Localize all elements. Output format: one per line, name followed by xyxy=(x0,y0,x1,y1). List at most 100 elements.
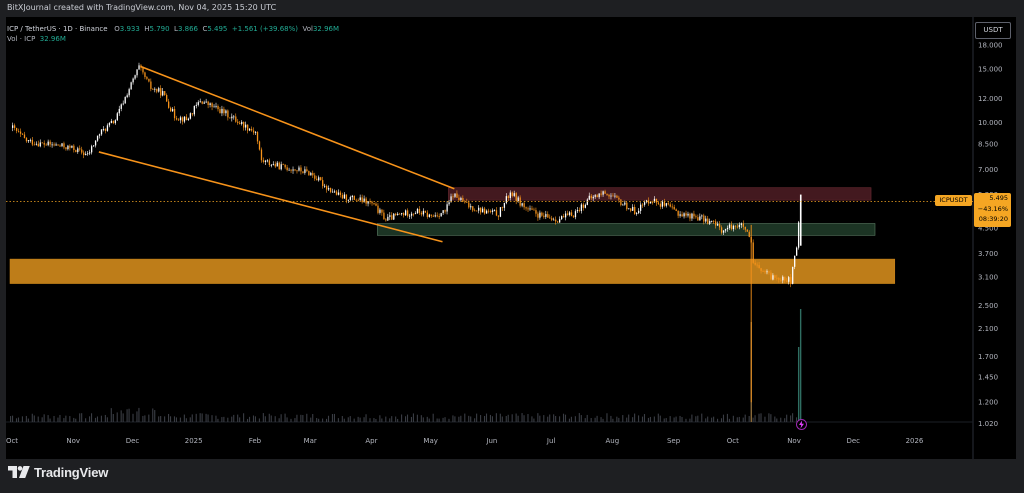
volume-bar xyxy=(379,415,381,422)
candle-body xyxy=(126,95,128,98)
y-tick-label: 8.500 xyxy=(978,140,998,148)
currency-button[interactable]: USDT xyxy=(975,22,1011,39)
candle-body xyxy=(458,197,460,201)
candle-body xyxy=(410,213,413,216)
volume-bar xyxy=(452,415,454,422)
candle-body xyxy=(438,216,440,218)
candle-body xyxy=(284,164,286,168)
candle-body xyxy=(391,215,393,220)
volume-series-label: Vol · ICP xyxy=(7,35,36,43)
volume-bar xyxy=(391,416,393,422)
candle-body xyxy=(213,106,215,108)
candle-body xyxy=(521,203,523,206)
volume-bar xyxy=(701,413,703,422)
candle-body xyxy=(555,219,557,222)
candle-body xyxy=(373,203,375,205)
volume-bar xyxy=(59,414,61,422)
candle-body xyxy=(551,218,553,220)
volume-bar xyxy=(501,416,503,422)
volume-bar xyxy=(25,415,27,422)
last-price: 5.495 xyxy=(989,194,1008,202)
candle-body xyxy=(568,212,571,215)
volume-bar xyxy=(562,413,565,422)
volume-bar xyxy=(325,418,328,422)
candle-body xyxy=(345,194,348,201)
candle-body xyxy=(764,271,766,273)
candle-body xyxy=(248,128,251,131)
volume-bar xyxy=(49,418,51,422)
y-tick-label: 1.200 xyxy=(978,399,998,407)
x-tick-label: Nov xyxy=(787,437,801,445)
volume-bar xyxy=(539,415,541,422)
volume-bar xyxy=(237,414,239,422)
tradingview-wordmark: TradingView xyxy=(34,464,109,480)
volume-bar xyxy=(480,415,482,422)
volume-bar xyxy=(73,417,75,422)
volume-bar xyxy=(570,416,572,422)
candle-body xyxy=(533,209,535,211)
volume-series-value: 32.96M xyxy=(39,35,66,43)
volume-bar xyxy=(792,413,794,422)
candle-body xyxy=(440,213,442,217)
chart-frame[interactable]: 18.00015.00012.00010.0008.5007.0005.8004… xyxy=(6,17,1016,459)
candle-body xyxy=(343,194,346,199)
candle-body xyxy=(128,89,130,96)
volume-bar xyxy=(584,418,586,422)
candle-body xyxy=(545,214,547,217)
candle-body xyxy=(446,204,448,212)
candle-body xyxy=(499,207,502,217)
candle-body xyxy=(357,199,359,201)
candle-body xyxy=(638,210,640,214)
candle-body xyxy=(339,192,342,195)
x-tick-label: Oct xyxy=(727,437,739,445)
candle-body xyxy=(177,119,180,121)
volume-bar xyxy=(63,418,65,422)
candle-body xyxy=(790,277,792,284)
candle-body xyxy=(227,110,229,118)
volume-bar xyxy=(296,414,298,422)
candle-body xyxy=(179,117,182,121)
candle-body xyxy=(480,207,482,213)
candle-body xyxy=(403,213,405,216)
candle-body xyxy=(102,129,105,130)
volume-bar xyxy=(722,414,725,422)
volume-bar xyxy=(17,417,20,422)
volume-bar xyxy=(470,416,472,422)
volume-bar xyxy=(744,414,746,422)
volume-bar xyxy=(717,418,719,422)
y-tick-label: 1.700 xyxy=(978,353,998,361)
candle-body xyxy=(732,225,735,230)
candle-body xyxy=(592,196,594,199)
volume-bar xyxy=(784,418,786,422)
volume-bar xyxy=(81,413,83,422)
volume-bar xyxy=(681,417,683,422)
volume-bar xyxy=(564,414,567,422)
y-tick-label: 3.100 xyxy=(978,274,998,282)
volume-bar xyxy=(505,416,507,422)
candle-body xyxy=(404,210,407,216)
candle-body xyxy=(794,255,796,267)
volume-bar xyxy=(776,418,778,422)
candle-body xyxy=(596,195,598,198)
candle-body xyxy=(513,193,515,196)
candle-body xyxy=(15,127,18,131)
candle-body xyxy=(302,171,304,173)
candle-body xyxy=(156,88,158,92)
candle-body xyxy=(525,207,527,209)
tradingview-logo[interactable]: TradingView xyxy=(8,464,109,480)
candle-body xyxy=(582,204,585,208)
y-tick-label: 18.000 xyxy=(978,41,1003,49)
candle-body xyxy=(491,210,494,212)
candle-body xyxy=(252,130,255,133)
candle-body xyxy=(144,72,146,78)
price-chart[interactable]: 18.00015.00012.00010.0008.5007.0005.8004… xyxy=(6,17,1016,459)
candle-body xyxy=(614,195,616,197)
candle-body xyxy=(205,101,207,103)
volume-bar xyxy=(555,415,557,422)
volume-bar xyxy=(543,415,545,422)
candle-body xyxy=(104,129,107,131)
lightning-icon[interactable] xyxy=(796,419,807,430)
candle-body xyxy=(641,204,644,206)
candle-body xyxy=(705,218,707,222)
candle-body xyxy=(43,142,45,145)
